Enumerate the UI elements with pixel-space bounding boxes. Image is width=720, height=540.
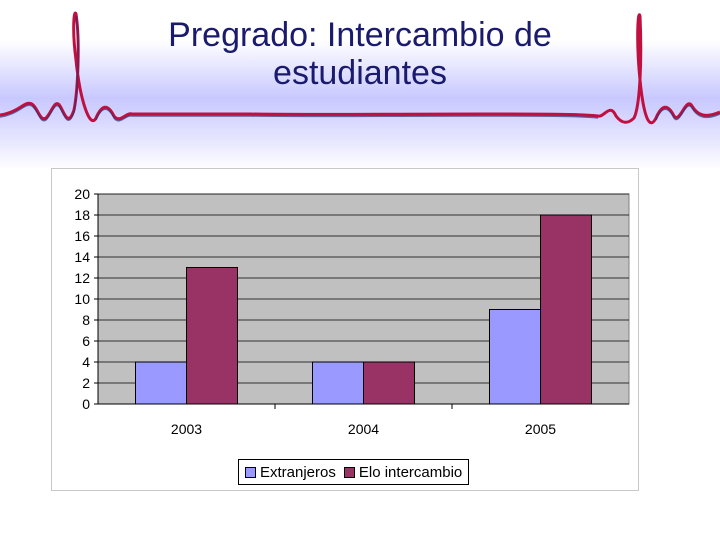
y-tick-label: 6 bbox=[82, 333, 90, 349]
y-tick-label: 12 bbox=[74, 270, 90, 286]
bar-series-2 bbox=[540, 214, 592, 405]
bar-series-2 bbox=[363, 361, 415, 405]
y-tick-label: 8 bbox=[82, 312, 90, 328]
slide-title: Pregrado: Intercambio de estudiantes bbox=[60, 16, 660, 92]
y-tick-label: 0 bbox=[82, 396, 90, 412]
chart-legend: Extranjeros Elo intercambio bbox=[238, 459, 470, 485]
y-tick-label: 10 bbox=[74, 291, 90, 307]
x-tick-label: 2003 bbox=[171, 421, 202, 437]
y-tick-label: 14 bbox=[74, 249, 90, 265]
legend-swatch bbox=[343, 466, 355, 478]
x-tick-label: 2005 bbox=[525, 421, 556, 437]
y-tick-label: 16 bbox=[74, 228, 90, 244]
bar-series-1 bbox=[135, 361, 187, 405]
bar-chart: 0 2 4 6 8 10 12 14 16 18 20 2003 2004 2005 bbox=[74, 186, 630, 437]
chart-container: 0 2 4 6 8 10 12 14 16 18 20 2003 2004 2005 Extranjero… bbox=[51, 168, 639, 491]
y-tick-label: 20 bbox=[74, 186, 90, 202]
legend-label: Elo intercambio bbox=[358, 463, 463, 481]
heartbeat-wave-icon bbox=[0, 11, 720, 125]
y-tick-label: 4 bbox=[82, 354, 90, 370]
header-decoration bbox=[0, 11, 720, 170]
legend-swatch bbox=[245, 466, 256, 478]
y-tick-label: 18 bbox=[74, 207, 90, 223]
x-tick-label: 2004 bbox=[348, 421, 379, 437]
bar-series-2 bbox=[186, 267, 238, 405]
legend-entry: Elo intercambio bbox=[343, 463, 463, 481]
legend-label: Extranjeros bbox=[260, 463, 336, 481]
slide-title-line-1: Pregrado: Intercambio de bbox=[168, 16, 552, 54]
y-tick-label: 2 bbox=[82, 375, 90, 391]
bar-series-1 bbox=[312, 361, 364, 405]
bar-series-1 bbox=[489, 309, 541, 405]
legend-entry: Extranjeros bbox=[245, 464, 336, 481]
slide-title-line-2: estudiantes bbox=[273, 54, 447, 92]
